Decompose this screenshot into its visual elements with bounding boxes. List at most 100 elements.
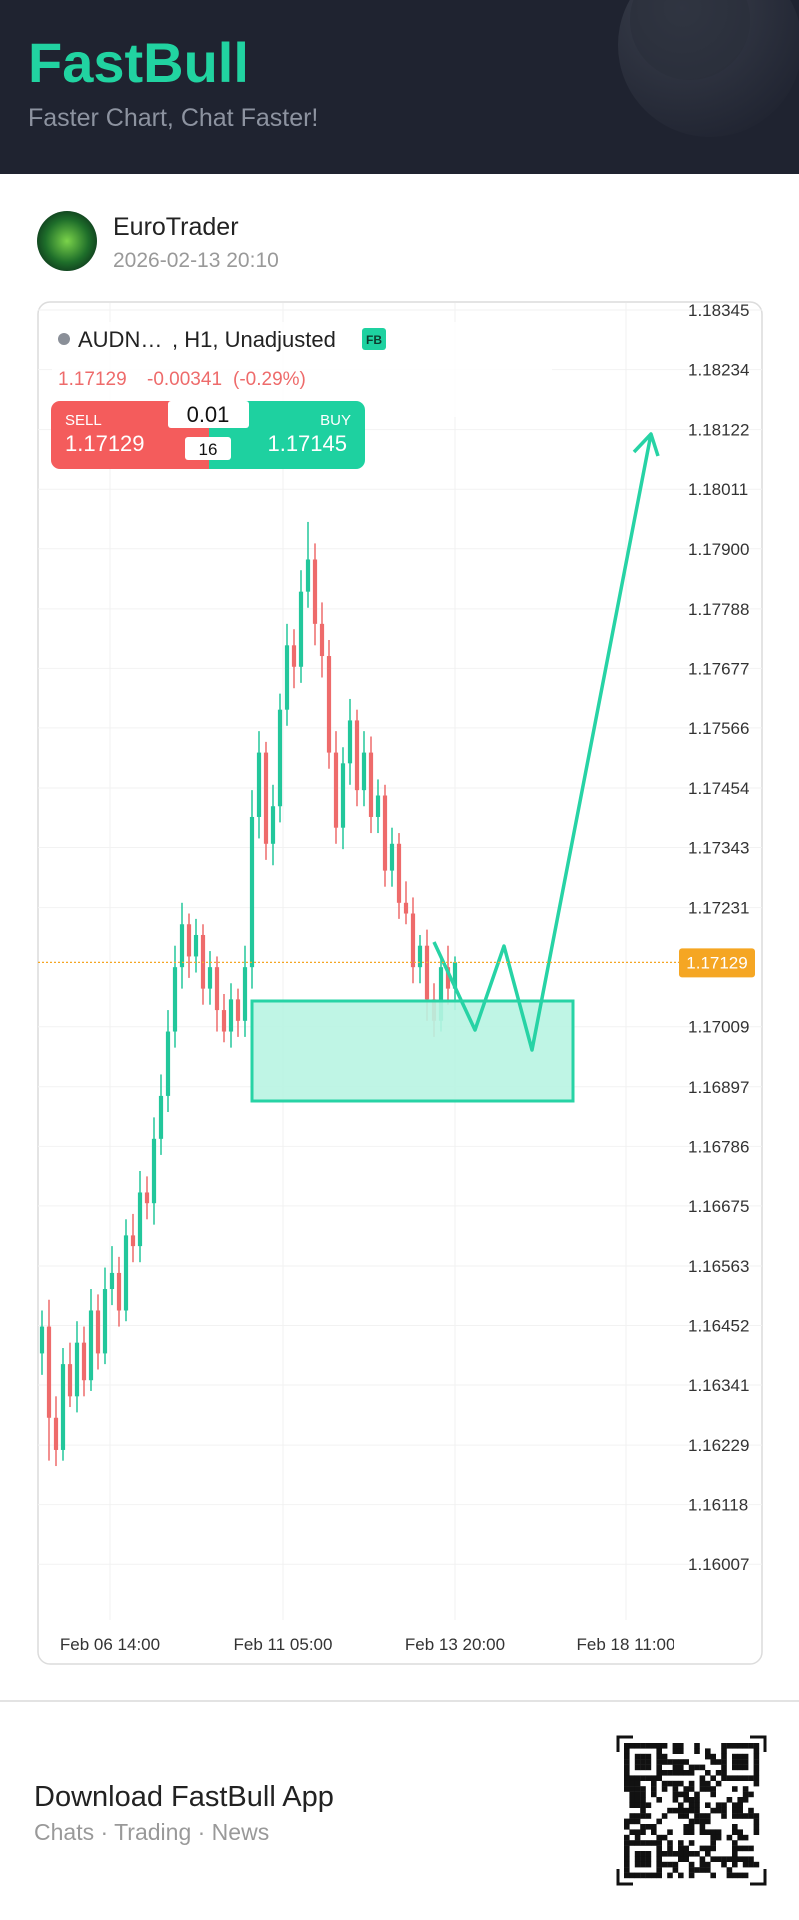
qr-cell [705,1818,711,1825]
lot-box[interactable] [168,401,249,428]
qr-cell [656,1797,662,1803]
qr-cell [678,1856,684,1862]
qr-cell [629,1840,635,1846]
qr-cell [672,1797,679,1803]
candle-body [193,934,199,957]
qr-code[interactable] [616,1735,767,1886]
qr-cell [645,1872,652,1879]
status-dot [58,333,70,345]
qr-cell [678,1764,684,1771]
qr-cell [688,1824,695,1830]
qr-cell [748,1856,754,1862]
qr-cell [710,1845,716,1852]
candle-body [46,1326,52,1418]
qr-cell [753,1770,760,1776]
qr-cell [624,1856,630,1862]
qr-cell [645,1813,652,1819]
qr-cell [742,1861,749,1868]
qr-cell [651,1840,657,1846]
qr-cell [672,1851,679,1857]
qr-cell [651,1829,657,1835]
qr-cell [688,1802,695,1808]
qr-cell [624,1786,630,1792]
qr-cell [624,1851,630,1857]
qr-cell [694,1748,700,1754]
candle-body [151,1138,157,1204]
qr-cell [688,1797,695,1803]
candle-body [144,1192,150,1204]
qr-cell [667,1872,673,1879]
qr-cell [661,1813,668,1819]
qr-cell [732,1786,738,1792]
qr-cell [629,1791,635,1798]
sell-label: SELL [65,412,102,429]
qr-cell [721,1813,727,1819]
candle-body [305,559,311,592]
qr-cell [672,1861,679,1868]
qr-cell [651,1775,657,1781]
qr-frame [616,1735,767,1886]
qr-cell [624,1759,630,1765]
x-tick-label: Feb 06 14:00 [60,1635,160,1654]
candle-body [354,720,360,791]
qr-cell [683,1786,689,1792]
y-tick-label: 1.16897 [688,1078,749,1097]
qr-cell [672,1791,679,1798]
candle-body [347,720,353,764]
qr-cell [753,1829,760,1835]
y-tick-label: 1.16007 [688,1555,749,1574]
qr-cell [629,1797,635,1803]
qr-cell [667,1840,673,1846]
qr-cell [629,1813,635,1819]
footer-subtitle: Chats · Trading · News [34,1819,269,1845]
qr-cell [629,1775,635,1781]
qr-cell [753,1743,760,1749]
qr-cell [726,1856,733,1862]
candle-body [242,967,248,1021]
candle-body [277,709,283,807]
qr-cell [710,1753,716,1760]
qr-cell [715,1856,722,1862]
qr-cell [624,1861,630,1868]
qr-cell [624,1780,630,1787]
qr-cell [661,1759,668,1765]
candle-body [452,962,458,989]
qr-cell [656,1856,662,1862]
author[interactable]: EuroTrader [113,213,239,241]
qr-cell [678,1872,684,1879]
candle-body [81,1342,87,1381]
qr-cell [742,1813,749,1819]
candle-body [396,843,402,903]
qr-cell [715,1834,722,1841]
qr-cell [732,1840,738,1846]
qr-cell [634,1840,641,1846]
qr-cell [715,1802,722,1808]
qr-cell [678,1770,684,1776]
qr-cell [688,1780,695,1787]
qr-cell [721,1770,727,1776]
qr-cell [710,1807,716,1814]
qr-cell [721,1743,727,1749]
qr-cell [624,1775,630,1781]
qr-cell [683,1829,689,1835]
zone-box[interactable] [250,999,575,1103]
candle-body [270,806,276,844]
y-tick-label: 1.16229 [688,1436,749,1455]
qr-cell [710,1834,716,1841]
avatar[interactable] [37,211,97,271]
qr-cell [645,1824,652,1830]
qr-cell [748,1743,754,1749]
footer-title[interactable]: Download FastBull App [34,1781,334,1813]
qr-cell [694,1813,700,1819]
qr-cell [667,1780,673,1787]
qr-cell [678,1791,684,1798]
qr-cell [721,1856,727,1862]
qr-cell [634,1775,641,1781]
symbol[interactable]: AUDN… [78,327,162,352]
qr-cell [640,1829,646,1835]
qr-cell [667,1829,673,1835]
qr-cell [624,1764,630,1771]
qr-cell [678,1851,684,1857]
projection-line[interactable] [432,433,653,1052]
buy-label: BUY [320,412,351,429]
